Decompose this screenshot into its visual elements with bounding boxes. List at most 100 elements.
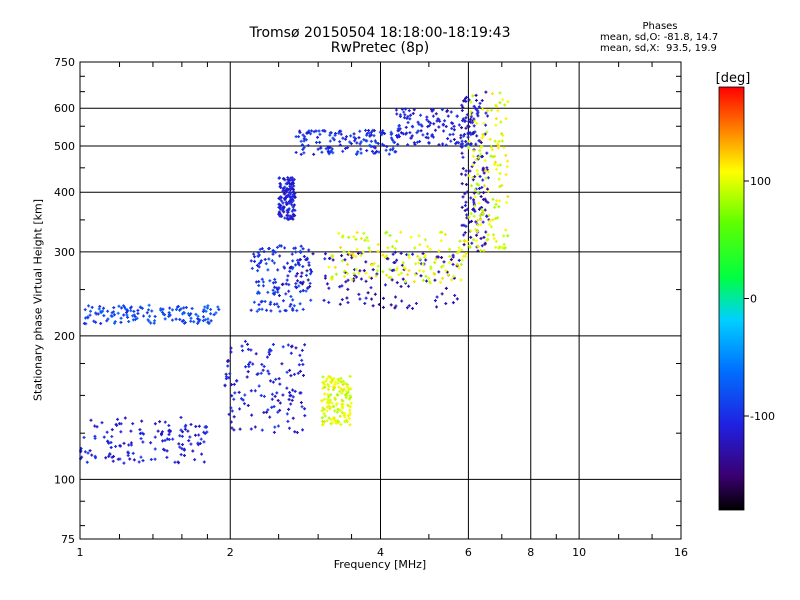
data-point [381,131,385,135]
data-point [255,309,259,313]
data-point [107,454,111,458]
data-point [259,393,263,397]
data-point [320,409,324,413]
data-point [298,249,302,253]
data-point [354,267,358,271]
data-point [289,186,293,190]
data-point [337,131,341,135]
data-point [369,139,373,143]
data-point [182,448,186,452]
data-point [444,269,448,273]
data-point [126,309,130,313]
data-point [293,195,297,199]
data-point [401,277,405,281]
data-point [492,163,496,167]
data-point [479,145,483,149]
data-point [395,266,399,270]
data-point [459,136,463,140]
x-tick-label: 6 [465,546,472,559]
data-point [480,155,484,159]
data-point [300,143,304,147]
data-point [414,301,418,305]
data-point [129,429,133,433]
data-point [280,283,284,287]
data-point [370,297,374,301]
data-point [389,275,393,279]
data-point [308,281,312,285]
data-point [243,393,247,397]
data-point [437,125,441,129]
data-point [437,143,441,147]
data-point [499,120,503,124]
data-point [494,202,498,206]
data-point [180,447,184,451]
data-point [298,369,302,373]
data-point [272,250,276,254]
data-point [348,374,352,378]
data-point [352,135,356,139]
data-point [127,443,131,447]
data-point [279,244,283,248]
x-tick-label: 4 [377,546,384,559]
data-point [442,129,446,133]
data-point [145,311,149,315]
data-point [161,310,165,314]
colorbar-tick-label: -100 [750,410,775,423]
data-point [496,142,500,146]
data-point [302,254,306,258]
data-point [435,305,439,309]
data-point [82,435,86,439]
data-point [467,215,471,219]
data-point [167,432,171,436]
data-point [300,348,304,352]
data-point [380,133,384,137]
data-point [457,266,461,270]
data-point [494,104,498,108]
data-point [356,150,360,154]
data-point [298,290,302,294]
data-point [301,247,305,251]
data-point [333,265,337,269]
data-point [398,114,402,118]
data-point [96,312,100,316]
data-point [227,376,231,380]
data-point [102,314,106,318]
data-point [262,411,266,415]
data-point [246,342,250,346]
data-point [110,311,114,315]
data-point [488,219,492,223]
data-point [228,372,232,376]
data-point [494,123,498,127]
data-point [347,251,351,255]
data-point [341,406,345,410]
data-point [340,402,344,406]
data-point [341,382,345,386]
data-point [267,257,271,261]
data-point [368,143,372,147]
x-axis-label: Frequency [MHz] [333,558,427,571]
data-point [405,306,409,310]
data-point [283,246,287,250]
data-point [425,118,429,122]
data-point [348,140,352,144]
data-point [455,251,459,255]
data-point [206,317,210,321]
data-point [394,108,398,112]
data-point [294,286,298,290]
data-point [359,140,363,144]
data-point [341,379,345,383]
data-point [320,416,324,420]
data-point [500,132,504,136]
data-point [347,235,351,239]
data-point [476,218,480,222]
data-point [112,454,116,458]
data-point [326,149,330,153]
data-point [474,93,478,97]
data-point [126,451,130,455]
y-tick-label: 750 [54,56,75,69]
data-point [253,389,257,393]
data-point [407,269,411,273]
data-point [246,347,250,351]
data-point [484,199,488,203]
data-point [328,131,332,135]
